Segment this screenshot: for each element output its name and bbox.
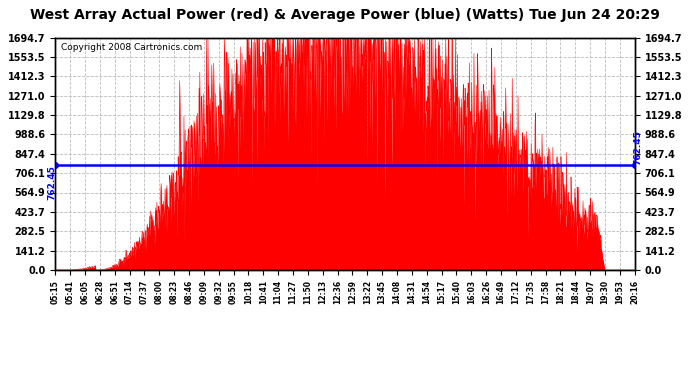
Text: 762.45: 762.45 bbox=[48, 165, 57, 200]
Text: Copyright 2008 Cartronics.com: Copyright 2008 Cartronics.com bbox=[61, 44, 202, 52]
Text: 762.45: 762.45 bbox=[633, 130, 642, 165]
Text: West Array Actual Power (red) & Average Power (blue) (Watts) Tue Jun 24 20:29: West Array Actual Power (red) & Average … bbox=[30, 8, 660, 21]
